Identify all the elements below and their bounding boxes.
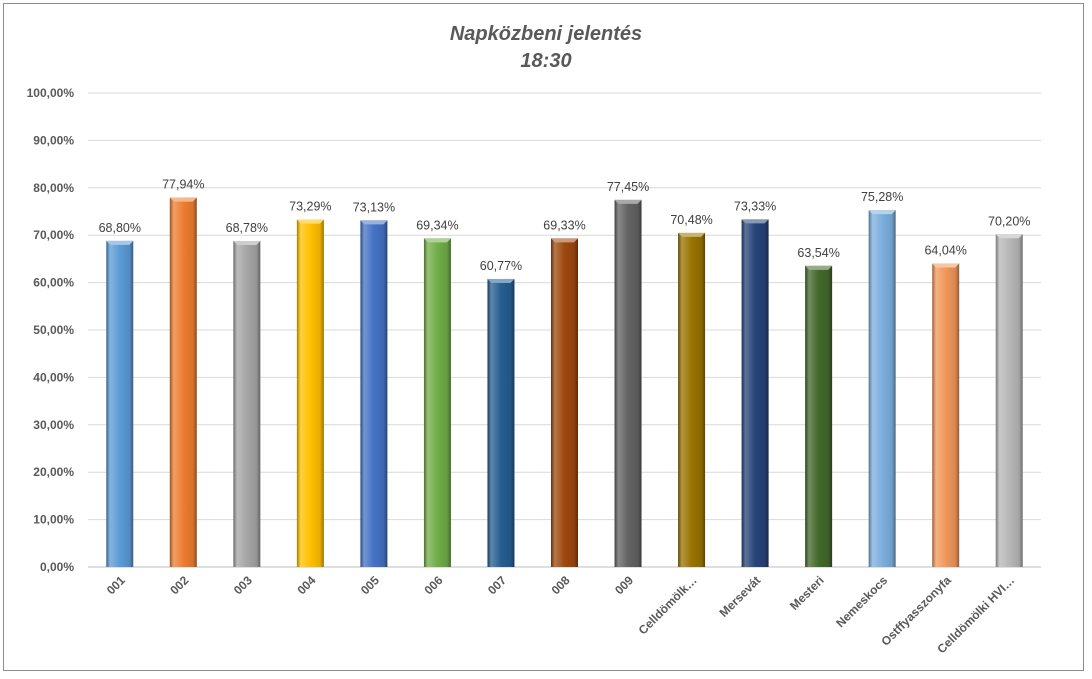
bar: [487, 278, 515, 567]
data-label: 63,54%: [797, 246, 839, 260]
x-tick-label: 004: [294, 573, 318, 597]
data-labels: 68,80% 77,94% 68,78% 73,29% 73,13% 69,34% 60,7…: [99, 178, 1031, 273]
x-tick-label: Nemeskocs: [833, 573, 890, 630]
x-tick-label: 008: [549, 573, 573, 597]
data-label: 69,34%: [416, 218, 458, 232]
data-label: 64,04%: [924, 243, 966, 257]
x-tick-label: 007: [485, 573, 509, 597]
y-tick-label: 40,00%: [33, 370, 74, 384]
y-tick-label: 20,00%: [33, 465, 74, 479]
bar: [423, 238, 451, 567]
chart-subtitle: 18:30: [520, 50, 571, 72]
x-tick-label: Celldömölk…: [636, 573, 700, 637]
bar: [233, 240, 261, 568]
y-tick-label: 70,00%: [33, 228, 74, 242]
bar: [932, 263, 960, 567]
bar: [360, 220, 388, 567]
y-tick-label: 50,00%: [33, 323, 74, 337]
bar: [868, 210, 896, 568]
bar: [678, 232, 706, 567]
data-label: 73,33%: [734, 199, 776, 213]
bar: [805, 265, 833, 567]
chart-area[interactable]: Napközbeni jelentés 18:30 0,00% 10,00% 20,…: [3, 3, 1084, 671]
y-tick-label: 90,00%: [33, 133, 74, 147]
bar: [614, 199, 642, 567]
data-label: 73,29%: [289, 200, 331, 214]
bar: [995, 234, 1023, 567]
x-tick-label: Mersevát: [717, 573, 764, 620]
y-tick-label: 10,00%: [33, 513, 74, 527]
chart-title: Napközbeni jelentés: [450, 23, 642, 45]
data-label: 68,78%: [226, 221, 268, 235]
bar: [551, 238, 578, 567]
bars: [106, 197, 1023, 568]
data-label: 73,13%: [353, 200, 395, 214]
x-tick-label: 003: [231, 573, 255, 597]
x-tick-label: 002: [167, 573, 191, 597]
bar: [106, 240, 134, 567]
bar-chart: Napközbeni jelentés 18:30 0,00% 10,00% 20,…: [27, 23, 1041, 656]
bar: [169, 197, 197, 568]
x-tick-label: 001: [104, 573, 128, 597]
x-axis: 001 002 003 004 005 006 007 008 009 Celldömölk… Me…: [104, 573, 1018, 656]
y-tick-label: 80,00%: [33, 181, 74, 195]
data-label: 70,20%: [988, 214, 1030, 228]
data-label: 77,45%: [607, 180, 649, 194]
y-tick-label: 0,00%: [40, 560, 74, 574]
x-tick-label: 006: [421, 573, 445, 597]
y-tick-label: 30,00%: [33, 418, 74, 432]
data-label: 75,28%: [861, 190, 903, 204]
data-label: 60,77%: [480, 259, 522, 273]
y-axis: 0,00% 10,00% 20,00% 30,00% 40,00% 50,00% 60,00…: [27, 86, 75, 574]
y-tick-label: 60,00%: [33, 276, 74, 290]
y-tick-label: 100,00%: [27, 86, 75, 100]
data-label: 77,94%: [162, 178, 204, 192]
bar: [741, 219, 769, 567]
bar: [296, 219, 324, 567]
data-label: 69,33%: [543, 218, 585, 232]
data-label: 70,48%: [670, 213, 712, 227]
x-tick-label: 009: [612, 573, 636, 597]
x-tick-label: 005: [358, 573, 382, 597]
x-tick-label: Mesteri: [787, 573, 827, 613]
data-label: 68,80%: [99, 221, 141, 235]
